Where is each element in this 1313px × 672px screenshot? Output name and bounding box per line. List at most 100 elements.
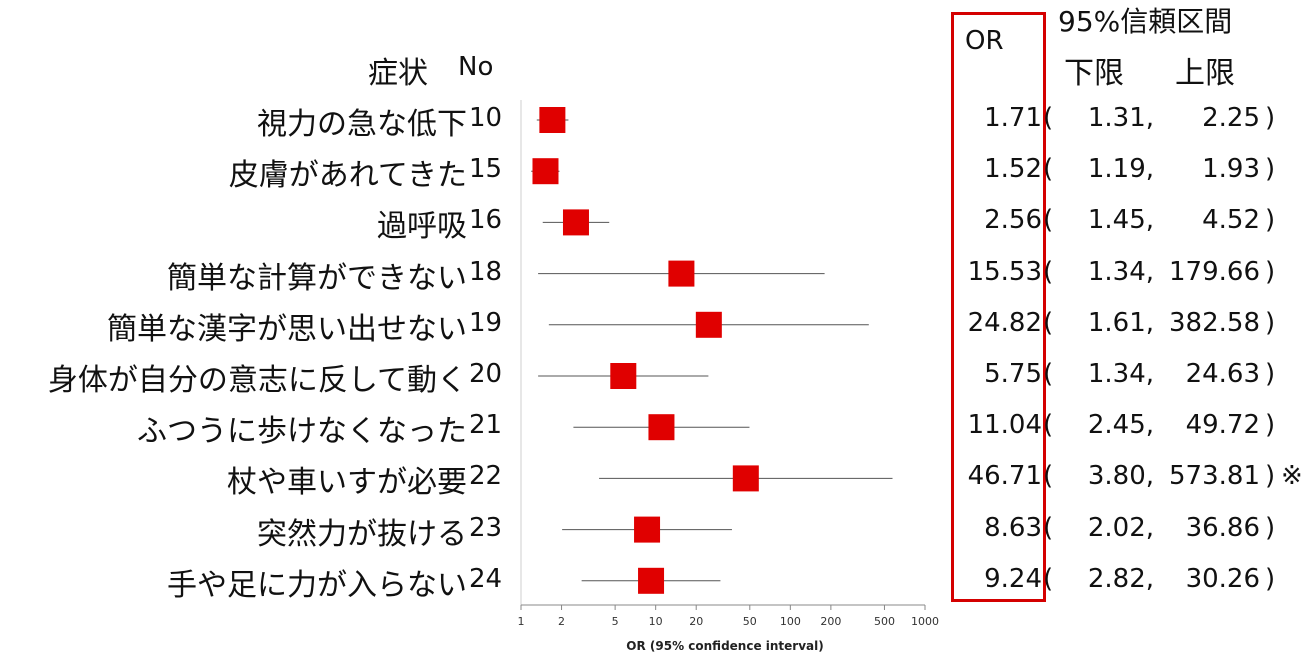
header-symptom: 症状 bbox=[368, 56, 428, 91]
row-or: 15.53 bbox=[967, 256, 1042, 287]
or-marker bbox=[539, 107, 566, 133]
x-tick-label: 1 bbox=[518, 615, 525, 628]
row-symptom: 過呼吸 bbox=[377, 209, 467, 245]
header-ci: 95%信頼区間 bbox=[1058, 5, 1233, 38]
row-or: 46.71 bbox=[967, 461, 1042, 492]
row-or: 1.71 bbox=[984, 103, 1042, 133]
row-open-paren: ( bbox=[1043, 256, 1054, 287]
row-or: 1.52 bbox=[984, 154, 1042, 185]
row-ci-upper: 179.66 bbox=[1169, 256, 1260, 287]
row-ci-lower: 1.61, bbox=[1087, 307, 1154, 338]
x-axis-title: OR (95% confidence interval) bbox=[626, 639, 823, 653]
or-marker bbox=[732, 465, 759, 492]
row-ci-lower: 1.31, bbox=[1087, 103, 1154, 133]
row-no: 18 bbox=[469, 256, 503, 287]
or-marker bbox=[638, 567, 665, 594]
x-tick-label: 500 bbox=[874, 615, 895, 628]
row-ci-upper: 30.26 bbox=[1185, 563, 1260, 594]
row-open-paren: ( bbox=[1043, 512, 1054, 543]
row-no: 16 bbox=[469, 205, 503, 236]
row-close-paren: ) bbox=[1265, 359, 1276, 389]
row-open-paren: ( bbox=[1043, 563, 1054, 594]
row-or: 2.56 bbox=[984, 205, 1042, 236]
row-symptom: 皮膚があれてきた bbox=[228, 158, 467, 194]
or-marker bbox=[634, 516, 661, 543]
row-close-paren: ) bbox=[1265, 103, 1276, 133]
row-no: 23 bbox=[469, 512, 503, 543]
row-symptom: ふつうに歩けなくなった bbox=[137, 414, 467, 450]
row-ci-lower: 2.45, bbox=[1087, 410, 1154, 441]
row-ci-upper: 1.93 bbox=[1202, 154, 1260, 185]
row-symptom: 視力の急な低下 bbox=[257, 107, 467, 142]
header-no: No bbox=[458, 52, 494, 82]
header-upper: 上限 bbox=[1175, 56, 1235, 91]
row-ci-upper: 4.52 bbox=[1202, 205, 1260, 236]
row-symptom: 簡単な計算ができない bbox=[167, 260, 467, 296]
row-ci-lower: 3.80, bbox=[1087, 461, 1154, 492]
row-no: 22 bbox=[469, 461, 503, 492]
row-or: 24.82 bbox=[967, 307, 1042, 338]
x-tick-label: 1000 bbox=[911, 615, 939, 628]
row-ci-upper: 573.81 bbox=[1169, 461, 1260, 492]
row-ci-lower: 1.34, bbox=[1087, 256, 1154, 287]
row-close-paren: ) bbox=[1265, 256, 1276, 287]
x-tick-label: 5 bbox=[612, 615, 619, 628]
row-symptom: 手や足に力が入らない bbox=[167, 567, 467, 603]
row-symptom: 突然力が抜ける bbox=[257, 516, 467, 552]
or-marker bbox=[610, 363, 637, 389]
row-or: 5.75 bbox=[984, 359, 1042, 389]
row-or: 8.63 bbox=[984, 512, 1042, 543]
row-symptom: 杖や車いすが必要 bbox=[227, 465, 467, 501]
x-tick-label: 10 bbox=[649, 615, 663, 628]
x-tick-label: 20 bbox=[689, 615, 703, 628]
row-open-paren: ( bbox=[1043, 461, 1054, 492]
row-ci-lower: 1.45, bbox=[1087, 205, 1154, 236]
row-or: 11.04 bbox=[967, 410, 1042, 441]
or-marker bbox=[532, 158, 559, 185]
or-marker bbox=[695, 311, 722, 338]
row-open-paren: ( bbox=[1043, 410, 1054, 441]
or-marker bbox=[648, 414, 675, 441]
row-ci-upper: 2.25 bbox=[1202, 103, 1260, 133]
row-open-paren: ( bbox=[1043, 307, 1054, 338]
row-ci-upper: 382.58 bbox=[1169, 307, 1260, 338]
row-open-paren: ( bbox=[1043, 103, 1054, 133]
row-close-paren: ) bbox=[1265, 512, 1276, 543]
row-no: 10 bbox=[469, 103, 503, 133]
row-note-mark: ※ bbox=[1281, 461, 1303, 492]
row-or: 9.24 bbox=[984, 563, 1042, 594]
row-open-paren: ( bbox=[1043, 205, 1054, 236]
x-tick-label: 100 bbox=[780, 615, 801, 628]
row-close-paren: ) bbox=[1265, 307, 1276, 338]
row-close-paren: ) bbox=[1265, 410, 1276, 441]
or-marker bbox=[668, 260, 695, 287]
or-marker bbox=[562, 209, 589, 236]
x-tick-label: 50 bbox=[743, 615, 757, 628]
row-close-paren: ) bbox=[1265, 563, 1276, 594]
row-symptom: 身体が自分の意志に反して動く bbox=[47, 363, 467, 398]
row-close-paren: ) bbox=[1265, 461, 1276, 492]
row-open-paren: ( bbox=[1043, 154, 1054, 185]
row-ci-lower: 2.02, bbox=[1087, 512, 1154, 543]
row-ci-lower: 2.82, bbox=[1087, 563, 1154, 594]
row-no: 24 bbox=[469, 563, 503, 594]
row-open-paren: ( bbox=[1043, 359, 1054, 389]
header-lower: 下限 bbox=[1064, 56, 1124, 91]
row-no: 21 bbox=[469, 410, 503, 441]
row-ci-upper: 49.72 bbox=[1185, 410, 1260, 441]
row-close-paren: ) bbox=[1265, 205, 1276, 236]
x-tick-label: 2 bbox=[558, 615, 565, 628]
or-column-highlight bbox=[951, 12, 1046, 602]
row-ci-lower: 1.34, bbox=[1087, 359, 1154, 389]
x-tick-label: 200 bbox=[820, 615, 841, 628]
row-ci-upper: 36.86 bbox=[1185, 512, 1260, 543]
row-close-paren: ) bbox=[1265, 154, 1276, 185]
header-or: OR bbox=[965, 26, 1004, 56]
row-ci-upper: 24.63 bbox=[1185, 359, 1260, 389]
row-no: 19 bbox=[469, 307, 503, 338]
row-no: 15 bbox=[469, 154, 503, 185]
row-no: 20 bbox=[469, 359, 503, 389]
row-ci-lower: 1.19, bbox=[1087, 154, 1154, 185]
row-symptom: 簡単な漢字が思い出せない bbox=[107, 311, 467, 347]
